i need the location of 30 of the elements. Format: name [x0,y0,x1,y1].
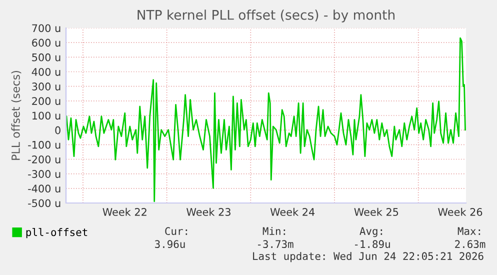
y-tick-label: -300 u [28,170,60,178]
y-tick-label: 0 [55,126,60,134]
text: Avg: [360,227,382,238]
y-axis-title: PLL offset (secs) [11,70,22,160]
y-tick-label: -200 u [28,155,60,164]
y-tick-label: 100 u [32,112,60,120]
x-tick-label: Week 22 [102,208,146,216]
legend-label: pll-offset [26,228,88,238]
text: Cur: [165,227,188,236]
text: 3.96u [155,240,185,248]
y-tick-label: 700 u [32,24,60,32]
text: Last update: Wed Jun 24 22:05:21 2026 [253,252,484,262]
y-tick-label: -400 u [28,184,60,193]
x-tick-label: Week 25 [354,208,398,216]
y-tick-label: 300 u [32,82,60,90]
y-tick-label: -500 u [28,199,60,208]
x-tick-label: Week 26 [438,208,482,216]
text: Max: [458,227,480,236]
y-tick-label: 200 u [32,97,60,106]
x-tick-label: Week 23 [186,208,230,216]
y-tick-label: -100 u [28,140,60,149]
text: 2.63m [455,240,486,248]
y-tick-label: 600 u [32,38,60,47]
text: -1.89u [355,240,390,248]
text: -3.73m [258,240,294,248]
chart-title: NTP kernel PLL offset (secs) - by month [138,10,394,22]
y-tick-label: 500 u [32,53,60,62]
text: Min: [262,226,286,235]
y-tick-label: 400 u [32,68,60,76]
x-tick-label: Week 24 [270,208,315,216]
